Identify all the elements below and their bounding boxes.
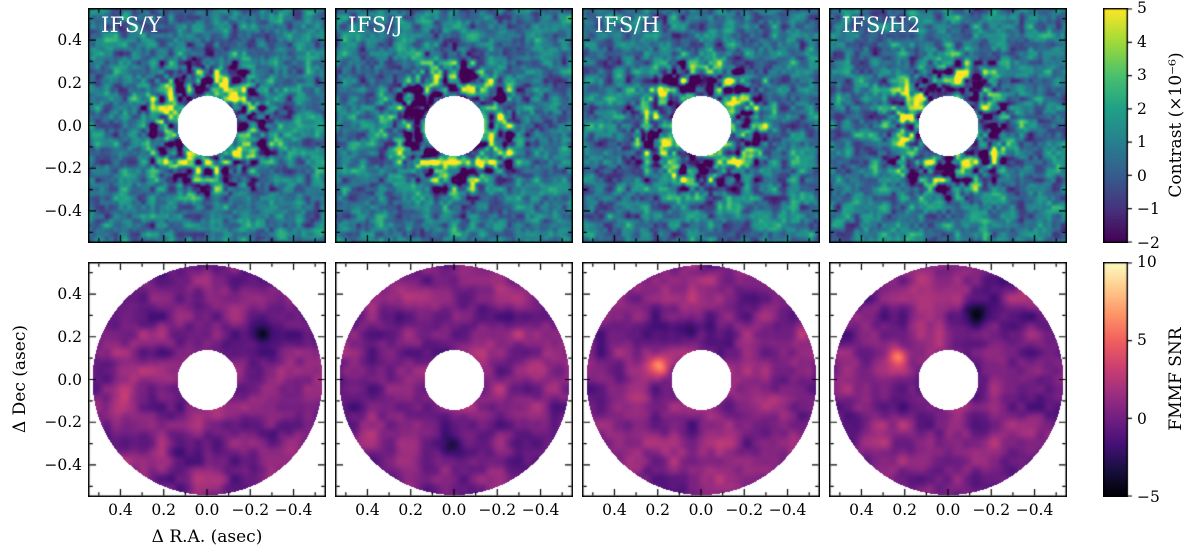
x-tick-label: 0.0	[935, 501, 961, 519]
colorbar-tick-label: 0	[1137, 409, 1147, 428]
x-tick-label: −0.2	[478, 501, 517, 519]
x-tick-label: 0.2	[151, 501, 177, 519]
x-tick-label: 0.2	[892, 501, 918, 519]
x-axis-label: Δ R.A. (asec)	[151, 527, 263, 547]
x-tick-label: 0.0	[688, 501, 714, 519]
colorbar-tick-label: −2	[1137, 234, 1160, 252]
colorbar-tick-label: 3	[1137, 66, 1147, 85]
colorbar-tick-label: 5	[1137, 0, 1147, 17]
colorbar-tick-label: −1	[1137, 200, 1160, 219]
snr-map-ifs-h	[582, 262, 820, 497]
y-axis-label: Δ Dec (asec)	[10, 324, 30, 434]
y-tick-label: −0.2	[44, 159, 82, 178]
x-tick-label: −0.4	[1015, 501, 1054, 519]
colorbar-tick-label: 5	[1137, 331, 1147, 350]
x-tick-label: −0.2	[725, 501, 764, 519]
x-tick-label: 0.4	[849, 501, 874, 519]
x-tick-label: 0.4	[602, 501, 627, 519]
x-tick-label: 0.2	[398, 501, 424, 519]
contrast-map-ifs-y	[88, 8, 326, 243]
colorbar-tick-label: 10	[1137, 253, 1157, 271]
y-tick-label: 0.4	[57, 31, 82, 50]
colorbar-tick-label: 2	[1137, 99, 1147, 118]
x-tick-label: 0.4	[108, 501, 133, 519]
x-tick-label: −0.4	[274, 501, 313, 519]
x-tick-label: 0.4	[355, 501, 380, 519]
colorbar-snr	[1103, 262, 1134, 497]
y-tick-label: 0.2	[57, 73, 82, 92]
x-tick-label: −0.4	[521, 501, 560, 519]
colorbar-tick-label: 1	[1137, 133, 1147, 152]
colorbar-tick-label: 0	[1137, 166, 1147, 185]
snr-map-ifs-h2	[829, 262, 1067, 497]
x-tick-label: 0.0	[194, 501, 220, 519]
y-tick-label: −0.4	[44, 201, 82, 220]
x-tick-label: −0.2	[972, 501, 1011, 519]
y-tick-label: 0.0	[57, 370, 82, 389]
snr-map-ifs-y	[88, 262, 326, 497]
y-tick-label: −0.2	[44, 413, 82, 432]
contrast-map-ifs-h	[582, 8, 820, 243]
y-tick-label: −0.4	[44, 455, 82, 474]
colorbar-contrast	[1103, 8, 1134, 243]
colorbar-tick-label: 4	[1137, 32, 1147, 51]
y-tick-label: 0.0	[57, 116, 82, 135]
x-tick-label: −0.4	[768, 501, 807, 519]
x-tick-label: −0.2	[231, 501, 270, 519]
snr-map-ifs-j	[335, 262, 573, 497]
contrast-map-ifs-j	[335, 8, 573, 243]
contrast-map-ifs-h2	[829, 8, 1067, 243]
x-tick-label: 0.2	[645, 501, 671, 519]
x-tick-label: 0.0	[441, 501, 467, 519]
y-tick-label: 0.4	[57, 285, 82, 304]
colorbar-tick-label: −5	[1137, 488, 1160, 506]
y-tick-label: 0.2	[57, 327, 82, 346]
